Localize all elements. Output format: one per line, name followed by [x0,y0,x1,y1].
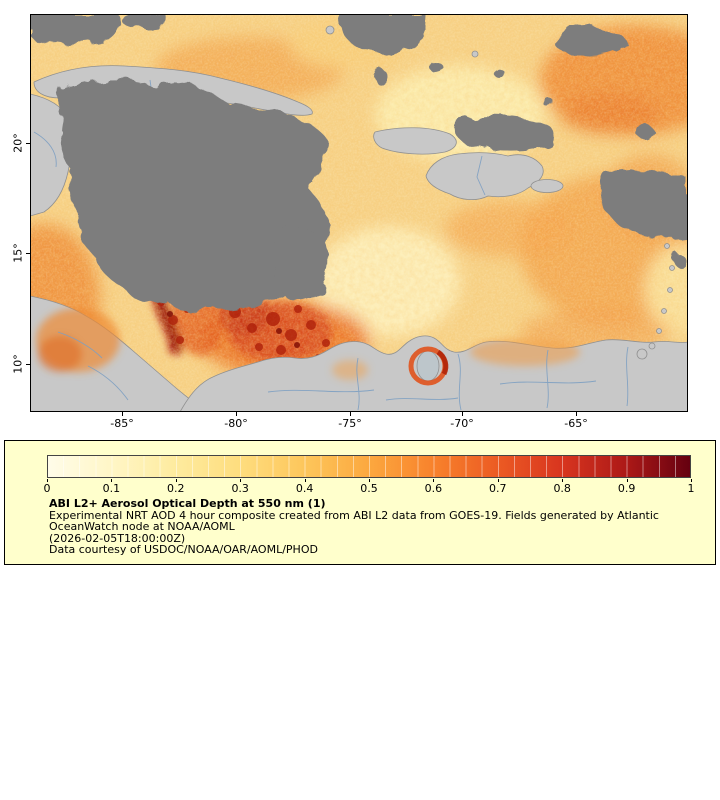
cloud-mass-west [57,79,329,312]
colorbar-tick [497,479,499,482]
legend-timestamp: (2026-02-05T18:00:00Z) [49,531,186,545]
x-axis-tick [462,412,463,416]
y-axis-tick [26,143,30,144]
colorbar-tick [562,479,564,482]
colorbar-tick [433,479,435,482]
colorbar-gradient [48,456,690,477]
aod-map-canvas [30,14,688,412]
colorbar-tick [691,479,692,482]
colorbar-tick-label: 0.8 [553,482,571,495]
y-axis-tick-label: 15° [11,243,25,263]
colorbar-tick-label: 0.4 [295,482,314,495]
x-axis-tick-label: -65° [564,417,588,430]
trinidad-tobago-islands [636,342,656,360]
x-axis-tick-label: -80° [224,417,248,430]
y-axis-tick-label: 10° [11,354,25,374]
colorbar-tick [369,479,370,482]
x-axis-tick-label: -85° [110,417,134,430]
y-axis-tick-label: 20° [11,133,25,153]
cloud-top-strip [121,14,169,28]
x-axis-tick [236,412,237,416]
x-axis-tick [350,412,351,416]
colorbar-tick-label: 0 [43,482,51,495]
border-lines [33,79,629,411]
cloud-top-left-corner [30,14,120,45]
x-axis-tick-label: -70° [450,417,474,430]
colorbar-tick-label: 0.3 [231,482,249,495]
cloud-top-middle [339,14,427,55]
colorbar-segment-lines [48,456,690,477]
colorbar-tick-label: 0.2 [167,482,185,495]
legend-description-line2: OceanWatch node at NOAA/AOML [49,520,235,534]
map-frame-border [30,14,688,412]
colorbar-tick [47,479,48,482]
legend-credit: Data courtesy of USDOC/NOAA/OAR/AOML/PHO… [49,543,318,557]
colorbar-tick [111,479,113,482]
colorbar-axis: 0 0.1 0.2 0.3 0.4 0.5 0.6 0.7 0.8 0.9 1 [43,478,695,496]
aod-over-land [36,308,580,380]
legend-title: ABI L2+ Aerosol Optical Depth at 550 nm … [49,497,326,510]
colorbar-tick-label: 0.5 [360,482,378,495]
legend-description-line1: Experimental NRT AOD 4 hour composite cr… [49,508,659,522]
x-axis-tick [576,412,577,416]
cloud-regions [30,14,688,312]
eastern-cuba-island [373,127,457,155]
y-axis-tick [26,253,30,254]
cloud-top-right [554,28,626,56]
x-axis-tick-label: -75° [338,417,362,430]
maracaibo-dust-ring [408,346,449,386]
colorbar [47,455,691,478]
legend-panel: 0 0.1 0.2 0.3 0.4 0.5 0.6 0.7 0.8 0.9 1 ABI L2+ Ae… [4,440,716,565]
cloud-right-edge [600,169,688,239]
cloud-mid-right [453,116,556,152]
colorbar-tick-label: 0.1 [102,482,121,495]
colorbar-tick-label: 1 [687,482,695,495]
colorbar-tick [626,479,628,482]
lake-maracaibo [416,350,440,382]
puerto-rico-island [530,179,564,193]
colorbar-tick [304,479,306,482]
colorbar-tick-label: 0.7 [489,482,507,495]
colorbar-tick-label: 0.6 [424,482,443,495]
legend-text-block: ABI L2+ Aerosol Optical Depth at 550 nm … [49,498,659,556]
cloud-lobe-center [275,227,331,300]
y-axis-tick [26,364,30,365]
colorbar-tick [240,479,242,482]
x-axis-tick [122,412,123,416]
hispaniola-island [425,152,544,200]
colorbar-tick-label: 0.9 [617,482,636,495]
colorbar-tick [175,479,177,482]
